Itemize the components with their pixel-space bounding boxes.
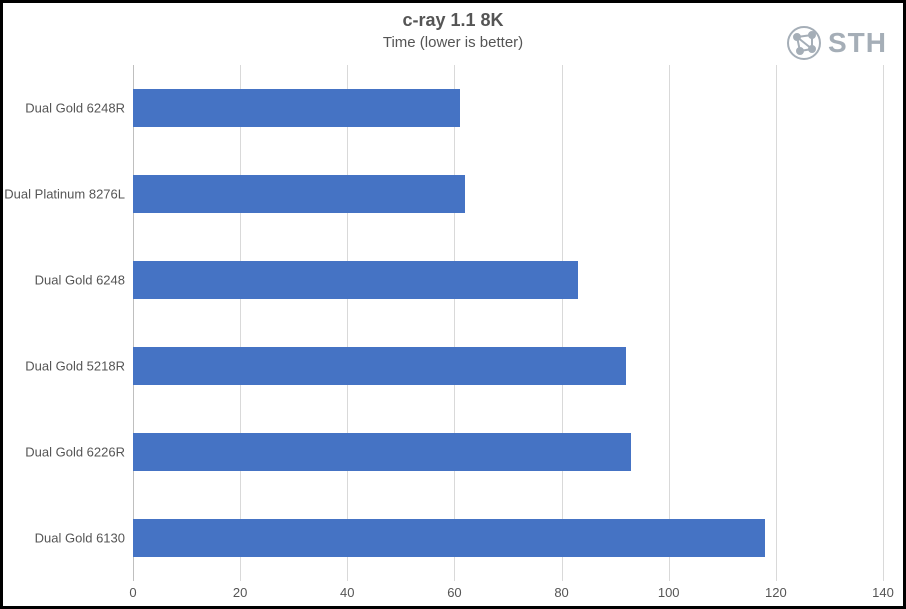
watermark: STH <box>786 25 887 61</box>
chart-title: c-ray 1.1 8K <box>3 9 903 32</box>
y-tick-label: Dual Gold 6248 <box>3 273 125 288</box>
grid-line <box>669 65 670 581</box>
x-tick-label: 40 <box>340 585 354 600</box>
bar <box>133 347 626 385</box>
x-tick-label: 80 <box>554 585 568 600</box>
grid-line <box>240 65 241 581</box>
y-axis-line <box>133 65 134 581</box>
plot-area <box>133 65 883 581</box>
x-tick-label: 60 <box>447 585 461 600</box>
y-tick-label: Dual Gold 6130 <box>3 531 125 546</box>
x-tick-label: 0 <box>129 585 136 600</box>
x-tick-label: 100 <box>658 585 680 600</box>
y-tick-label: Dual Platinum 8276L <box>3 187 125 202</box>
bar <box>133 261 578 299</box>
grid-line <box>562 65 563 581</box>
bar <box>133 175 465 213</box>
x-tick-label: 120 <box>765 585 787 600</box>
bar <box>133 433 631 471</box>
grid-line <box>347 65 348 581</box>
y-tick-label: Dual Gold 6248R <box>3 101 125 116</box>
watermark-text: STH <box>828 27 887 59</box>
grid-line <box>454 65 455 581</box>
chart-subtitle: Time (lower is better) <box>3 34 903 53</box>
chart-titles: c-ray 1.1 8K Time (lower is better) <box>3 3 903 52</box>
y-tick-label: Dual Gold 6226R <box>3 445 125 460</box>
x-tick-label: 20 <box>233 585 247 600</box>
grid-line <box>883 65 884 581</box>
bar <box>133 89 460 127</box>
y-tick-label: Dual Gold 5218R <box>3 359 125 374</box>
network-icon <box>786 25 822 61</box>
bar <box>133 519 765 557</box>
grid-line <box>776 65 777 581</box>
chart-frame: c-ray 1.1 8K Time (lower is better) <box>0 0 906 609</box>
x-tick-label: 140 <box>872 585 894 600</box>
